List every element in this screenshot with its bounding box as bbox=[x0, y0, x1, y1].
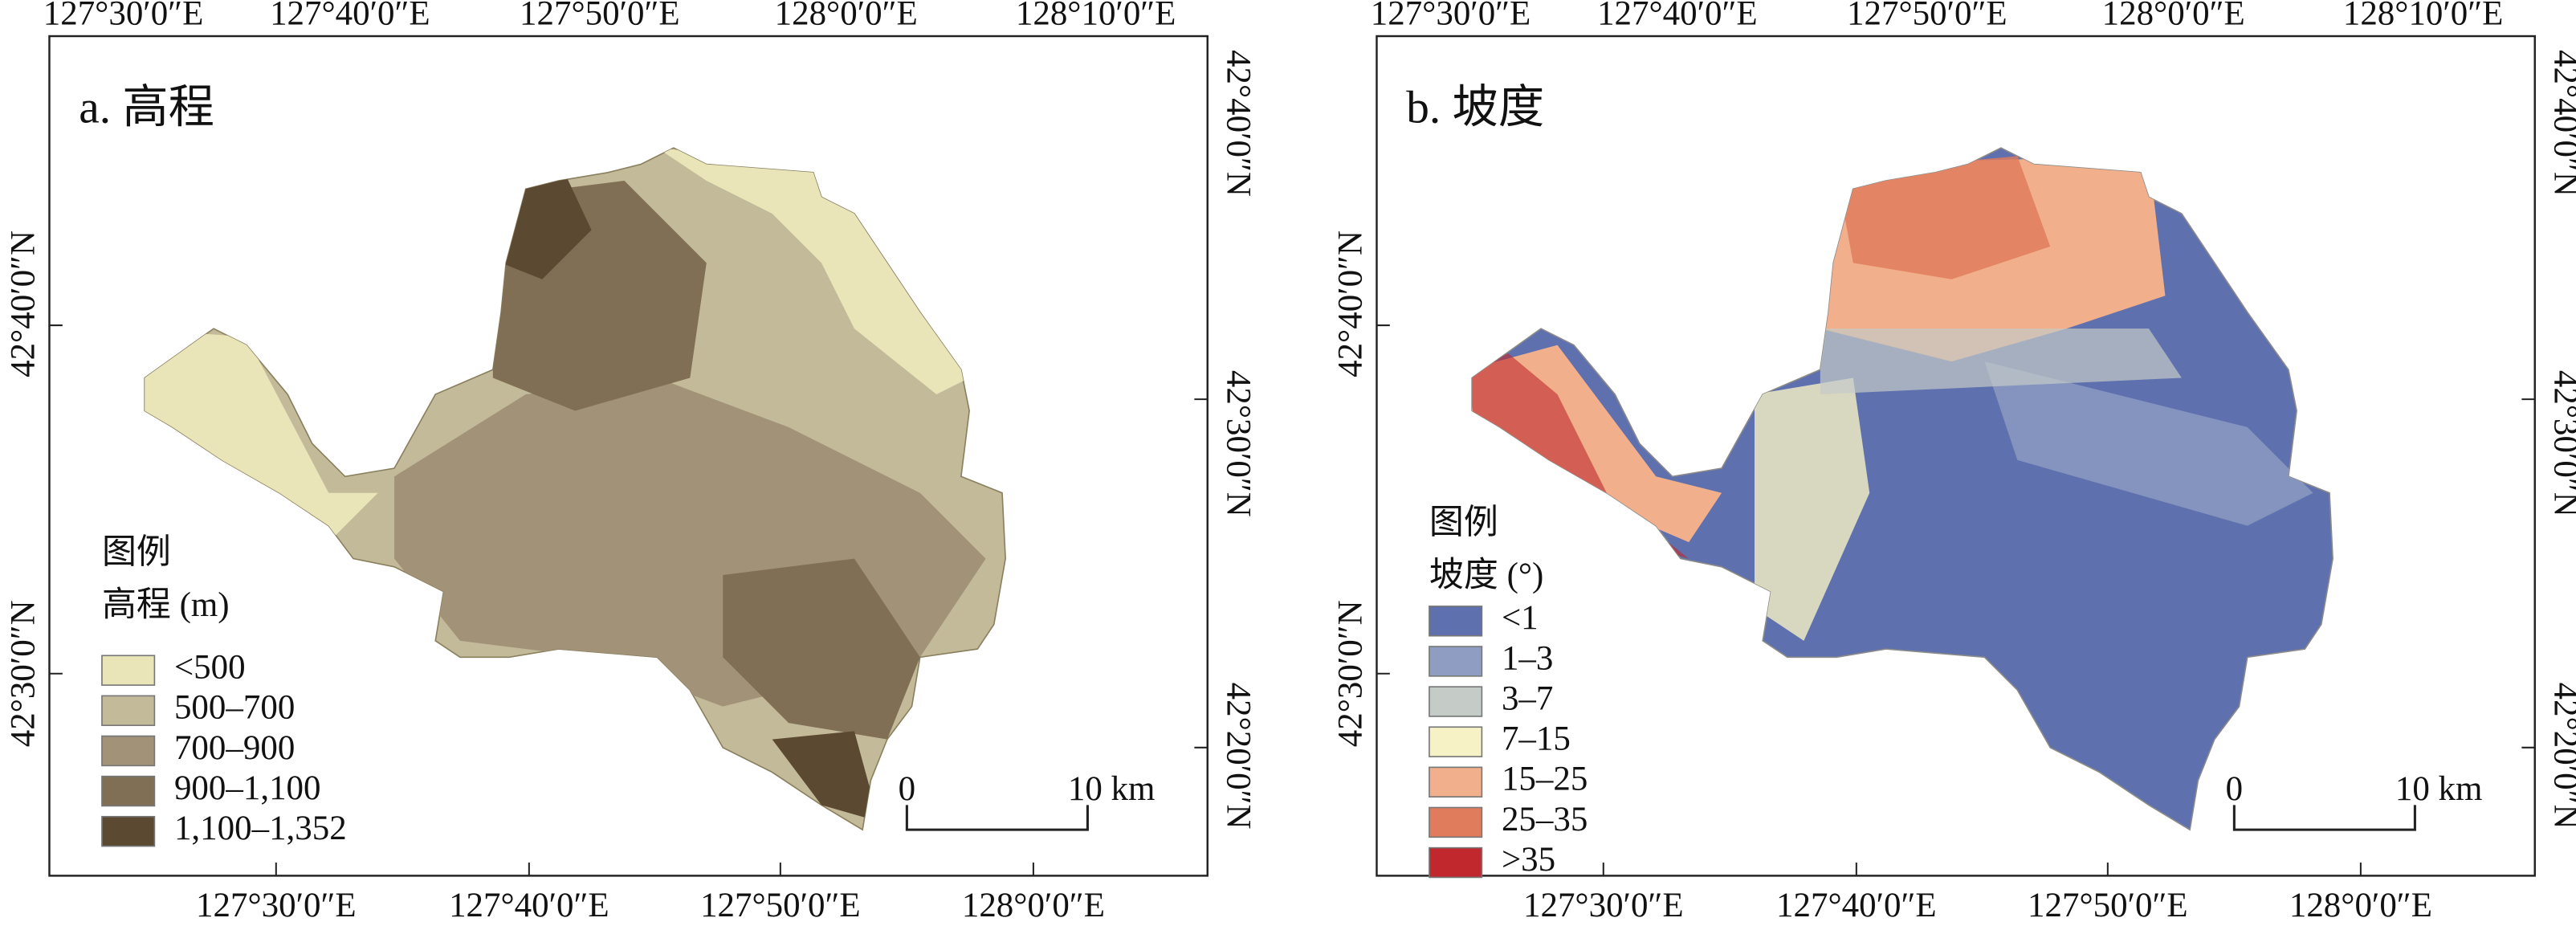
scale-bar bbox=[2232, 805, 2416, 831]
right-coord-label: 42°30′0″N bbox=[1220, 370, 1257, 517]
top-coord-label: 128°10′0″E bbox=[2343, 0, 2504, 32]
scale-label: 10 km bbox=[2395, 770, 2483, 808]
legend-label: 25–35 bbox=[1502, 801, 1588, 838]
legend-swatch bbox=[1429, 606, 1483, 637]
legend-swatch bbox=[101, 815, 156, 847]
legend-swatch bbox=[1429, 766, 1483, 798]
legend-label: 15–25 bbox=[1502, 761, 1588, 798]
legend-swatch bbox=[101, 695, 156, 727]
top-coord-label: 127°30′0″E bbox=[1371, 0, 1531, 32]
right-coord-label: 42°20′0″N bbox=[2547, 683, 2576, 830]
bottom-coord-label: 128°0′0″E bbox=[2289, 887, 2432, 924]
right-coord-label: 42°40′0″N bbox=[1220, 50, 1257, 197]
left-coord-label: 42°40′0″N bbox=[5, 230, 43, 377]
legend-swatch bbox=[1429, 646, 1483, 677]
legend-label: 900–1,100 bbox=[174, 769, 321, 807]
legend-swatch bbox=[1429, 806, 1483, 838]
top-coord-label: 128°10′0″E bbox=[1016, 0, 1176, 32]
map-frame bbox=[48, 35, 1209, 877]
panel-title: a. 高程 bbox=[79, 82, 214, 133]
legend-label: <1 bbox=[1502, 599, 1539, 637]
bottom-coord-label: 127°30′0″E bbox=[196, 887, 357, 924]
scale-label: 0 bbox=[899, 770, 915, 808]
top-coord-label: 127°40′0″E bbox=[270, 0, 430, 32]
legend-heading: 图例 bbox=[1429, 504, 1498, 542]
scale-bar bbox=[905, 805, 1089, 831]
left-coord-label: 42°40′0″N bbox=[1332, 230, 1370, 377]
legend-swatch bbox=[101, 655, 156, 686]
legend-title: 高程 (m) bbox=[102, 586, 230, 624]
legend-swatch bbox=[101, 775, 156, 807]
legend-label: 700–900 bbox=[174, 729, 295, 767]
elevation-map bbox=[144, 147, 1007, 831]
left-coord-label: 42°30′0″N bbox=[5, 600, 43, 747]
top-coord-label: 127°50′0″E bbox=[520, 0, 680, 32]
legend-title: 坡度 (°) bbox=[1429, 557, 1543, 594]
right-coord-label: 42°20′0″N bbox=[1220, 683, 1257, 830]
right-coord-label: 42°40′0″N bbox=[2547, 50, 2576, 197]
legend-label: 7–15 bbox=[1502, 720, 1571, 758]
legend-swatch bbox=[1429, 846, 1483, 879]
top-coord-label: 127°40′0″E bbox=[1597, 0, 1758, 32]
top-coord-label: 128°0′0″E bbox=[2102, 0, 2245, 32]
legend-label: 1–3 bbox=[1502, 639, 1553, 677]
legend-swatch bbox=[1429, 726, 1483, 757]
legend-label: 1,100–1,352 bbox=[174, 810, 347, 847]
legend-swatch bbox=[1429, 686, 1483, 717]
slope-map bbox=[1471, 147, 2334, 831]
legend-label: >35 bbox=[1502, 841, 1555, 879]
legend-swatch bbox=[101, 735, 156, 767]
panel-title: b. 坡度 bbox=[1406, 82, 1544, 133]
scale-label: 0 bbox=[2226, 770, 2243, 808]
bottom-coord-label: 127°50′0″E bbox=[700, 887, 861, 924]
bottom-coord-label: 127°40′0″E bbox=[449, 887, 609, 924]
bottom-coord-label: 127°40′0″E bbox=[1776, 887, 1937, 924]
top-coord-label: 128°0′0″E bbox=[775, 0, 918, 32]
left-coord-label: 42°30′0″N bbox=[1332, 600, 1370, 747]
map-frame bbox=[1376, 35, 2536, 877]
legend-label: 3–7 bbox=[1502, 679, 1553, 717]
scale-label: 10 km bbox=[1068, 770, 1156, 808]
bottom-coord-label: 127°50′0″E bbox=[2028, 887, 2188, 924]
bottom-coord-label: 128°0′0″E bbox=[962, 887, 1105, 924]
legend-label: <500 bbox=[174, 649, 246, 687]
bottom-coord-label: 127°30′0″E bbox=[1523, 887, 1684, 924]
legend-heading: 图例 bbox=[102, 533, 171, 571]
right-coord-label: 42°30′0″N bbox=[2547, 370, 2576, 517]
top-coord-label: 127°30′0″E bbox=[43, 0, 204, 32]
legend-label: 500–700 bbox=[174, 689, 295, 727]
top-coord-label: 127°50′0″E bbox=[1847, 0, 2007, 32]
